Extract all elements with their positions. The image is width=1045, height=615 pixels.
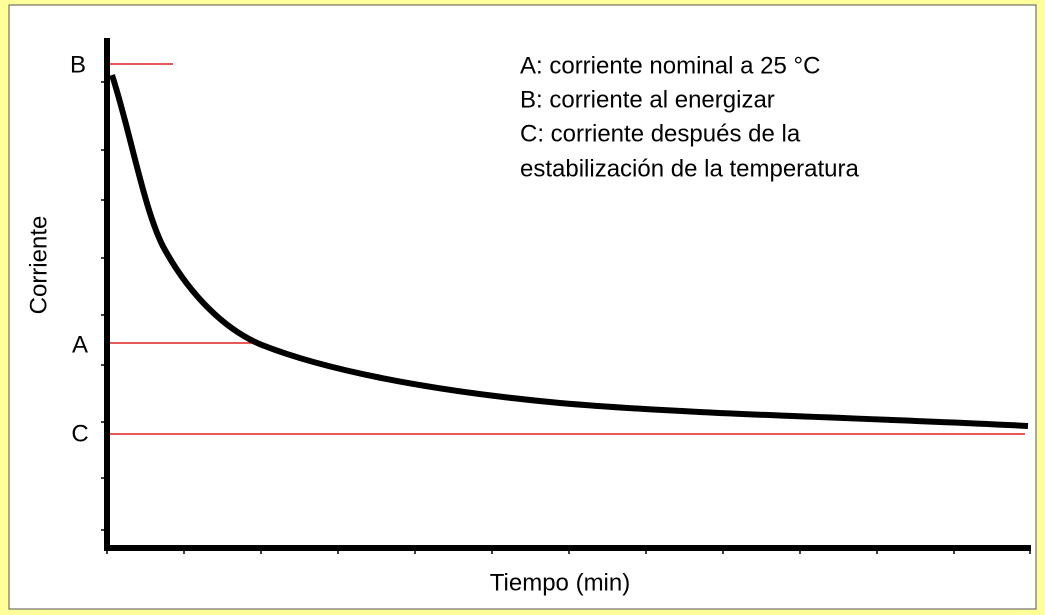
- legend-line: B: corriente al energizar: [520, 86, 775, 113]
- level-label: B: [70, 51, 86, 78]
- legend-line: A: corriente nominal a 25 °C: [520, 52, 820, 79]
- legend-line: C: corriente después de la: [520, 120, 801, 147]
- legend-line: estabilización de la temperatura: [520, 155, 860, 182]
- x-axis-label: Tiempo (min): [490, 569, 630, 596]
- y-axis-label: Corriente: [25, 216, 52, 315]
- level-label: A: [72, 331, 88, 358]
- panel: [8, 4, 1037, 610]
- level-label: C: [71, 420, 88, 447]
- current-curve: [109, 74, 1029, 429]
- level-lines: [107, 63, 1025, 435]
